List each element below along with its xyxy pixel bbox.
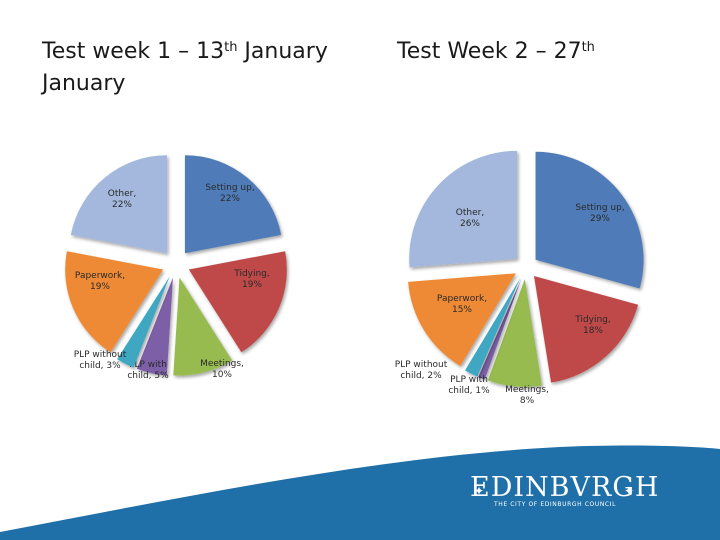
pie-slice-meetings <box>173 277 232 376</box>
chart-title-week-1: Test week 1 – 13th January January <box>42 39 328 96</box>
slice-label-setting-up: Setting up, 29% <box>575 203 624 224</box>
footer-wave <box>0 445 720 540</box>
slice-label-meetings: Meetings, 8% <box>505 385 549 406</box>
pie-slice-plp-with-child <box>136 277 173 376</box>
pie-slice-setting-up <box>184 155 282 254</box>
slice-label-paperwork: Paperwork, 19% <box>75 271 125 292</box>
pie-slice-meetings <box>487 278 542 387</box>
slice-label-plp-without-child: PLP without child, 2% <box>395 360 448 381</box>
slice-label-plp-with-child: PLP with child, 1% <box>448 375 490 396</box>
slice-label-setting-up: Setting up, 22% <box>205 183 254 204</box>
pie-week-2: Setting up, 29% Tidying, 18% Meetings, 8% PLP … <box>395 150 644 406</box>
slice-label-meetings: Meetings, 10% <box>200 359 244 380</box>
pie-slice-other <box>409 150 518 268</box>
slice-label-paperwork: Paperwork, 15% <box>437 294 487 315</box>
pie-slice-plp-without-child <box>465 277 521 377</box>
slice-label-tidying: Tidying, 18% <box>574 315 611 336</box>
slice-label-other: Other, 26% <box>456 208 484 229</box>
edinburgh-logo-subtitle: THE CITY OF EDINBURGH COUNCIL <box>493 501 617 508</box>
pie-slice-paperwork <box>408 273 516 366</box>
pie-slice-setting-up <box>535 151 644 289</box>
pie-slice-plp-with-child <box>478 278 522 380</box>
logo-star-right-icon: ✦ <box>624 484 634 498</box>
edinburgh-logo: EDINBVRGH <box>470 472 660 503</box>
slice-label-plp-without-child: PLP without child, 3% <box>74 350 127 371</box>
chart-title-week-2: Test Week 2 – 27th <box>397 39 595 64</box>
pie-slice-plp-without-child <box>117 276 170 368</box>
pie-slice-tidying <box>534 275 639 383</box>
pie-slice-paperwork <box>65 251 164 353</box>
slice-label-other: Other, 22% <box>108 189 136 210</box>
slice-label-tidying: Tidying, 19% <box>233 269 270 290</box>
pie-slice-tidying <box>188 251 287 353</box>
pie-week-1: Setting up, 22% Tidying, 19% Meetings, 10% PLP… <box>65 155 287 381</box>
pie-slice-other <box>70 155 168 254</box>
slice-label-plp-with-child: PLP with child, 5% <box>127 360 169 381</box>
logo-star-left-icon: ✦ <box>474 484 484 498</box>
